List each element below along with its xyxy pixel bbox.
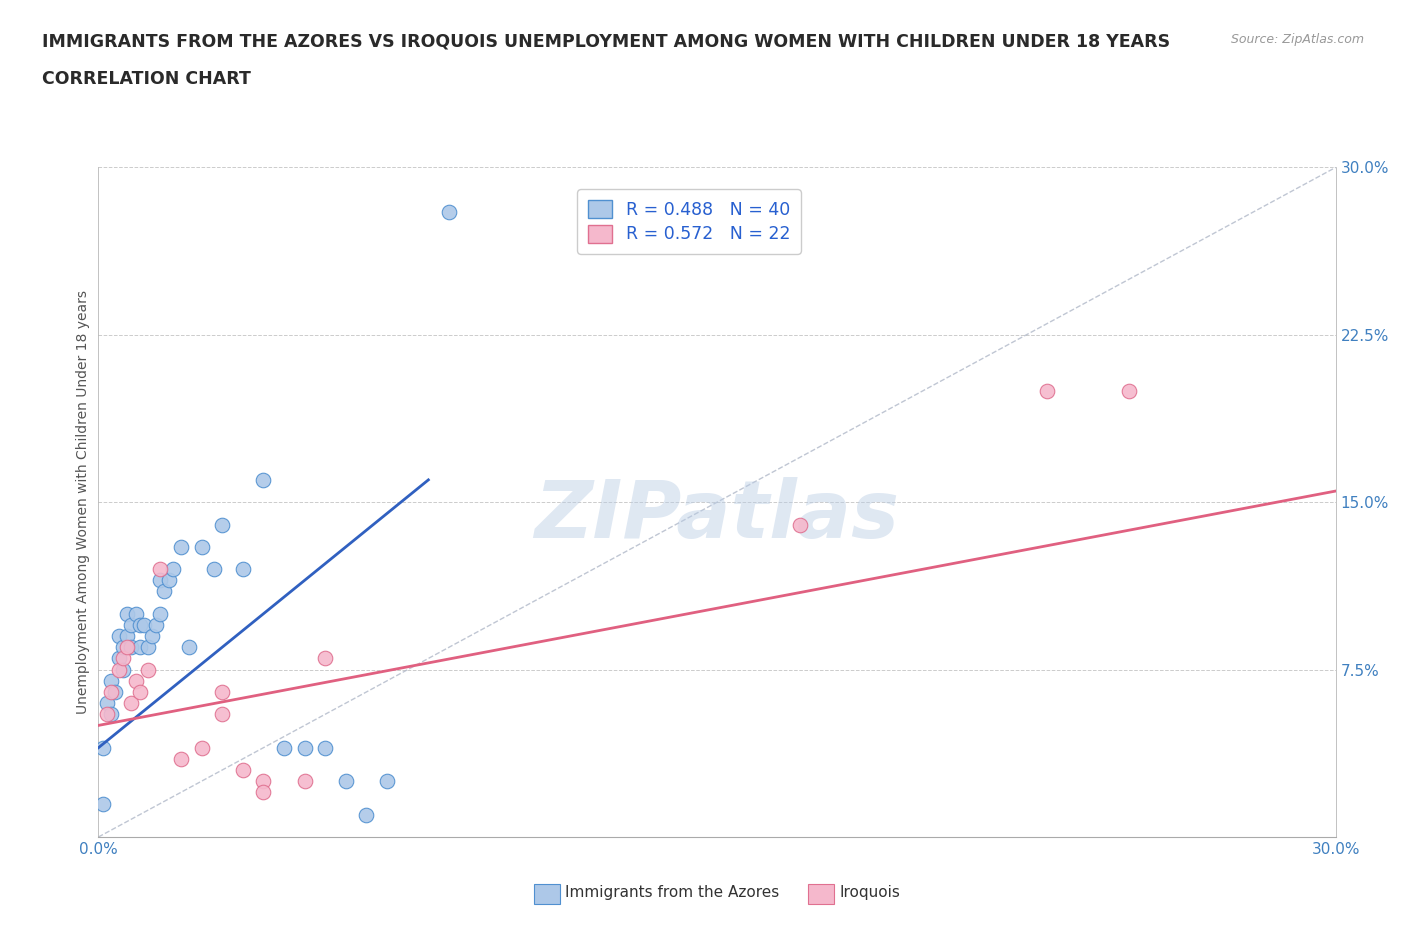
- Point: [202, 562, 225, 577]
- Point: [437, 205, 460, 219]
- Text: CORRELATION CHART: CORRELATION CHART: [42, 70, 252, 87]
- Text: Iroquois: Iroquois: [839, 885, 900, 900]
- Point: [128, 684, 150, 699]
- Point: [162, 562, 184, 577]
- Point: [117, 629, 139, 644]
- Point: [314, 651, 336, 666]
- Point: [252, 785, 274, 800]
- Point: [124, 673, 146, 688]
- Point: [136, 640, 159, 655]
- Point: [124, 606, 146, 621]
- Point: [141, 629, 163, 644]
- Point: [375, 774, 398, 789]
- Point: [179, 640, 201, 655]
- Point: [112, 651, 135, 666]
- Text: IMMIGRANTS FROM THE AZORES VS IROQUOIS UNEMPLOYMENT AMONG WOMEN WITH CHILDREN UN: IMMIGRANTS FROM THE AZORES VS IROQUOIS U…: [42, 33, 1170, 50]
- Point: [120, 618, 142, 632]
- Point: [314, 740, 336, 755]
- Point: [232, 562, 254, 577]
- Point: [120, 696, 142, 711]
- Point: [128, 618, 150, 632]
- Point: [112, 640, 135, 655]
- Point: [91, 796, 114, 811]
- Point: [104, 684, 127, 699]
- Point: [273, 740, 295, 755]
- Point: [294, 774, 316, 789]
- Point: [96, 707, 118, 722]
- Point: [252, 774, 274, 789]
- Point: [1118, 383, 1140, 398]
- Point: [100, 707, 122, 722]
- Text: Source: ZipAtlas.com: Source: ZipAtlas.com: [1230, 33, 1364, 46]
- Point: [149, 606, 172, 621]
- Y-axis label: Unemployment Among Women with Children Under 18 years: Unemployment Among Women with Children U…: [76, 290, 90, 714]
- Point: [190, 740, 212, 755]
- Point: [100, 673, 122, 688]
- Point: [356, 807, 378, 822]
- Point: [294, 740, 316, 755]
- Point: [1036, 383, 1059, 398]
- Text: ZIPatlas: ZIPatlas: [534, 476, 900, 554]
- Point: [132, 618, 155, 632]
- Point: [112, 662, 135, 677]
- Point: [170, 751, 193, 766]
- Point: [91, 740, 114, 755]
- Point: [128, 640, 150, 655]
- Point: [335, 774, 357, 789]
- Point: [232, 763, 254, 777]
- Point: [117, 606, 139, 621]
- Point: [211, 707, 233, 722]
- Point: [100, 684, 122, 699]
- Point: [120, 640, 142, 655]
- Point: [157, 573, 180, 588]
- Point: [149, 562, 172, 577]
- Point: [153, 584, 176, 599]
- Point: [108, 651, 131, 666]
- Point: [170, 539, 193, 554]
- Point: [211, 684, 233, 699]
- Point: [117, 640, 139, 655]
- Legend: R = 0.488   N = 40, R = 0.572   N = 22: R = 0.488 N = 40, R = 0.572 N = 22: [578, 190, 801, 254]
- Point: [96, 696, 118, 711]
- Point: [252, 472, 274, 487]
- Point: [190, 539, 212, 554]
- Point: [149, 573, 172, 588]
- Text: Immigrants from the Azores: Immigrants from the Azores: [565, 885, 779, 900]
- Point: [211, 517, 233, 532]
- Point: [789, 517, 811, 532]
- Point: [108, 629, 131, 644]
- Point: [136, 662, 159, 677]
- Point: [145, 618, 167, 632]
- Point: [108, 662, 131, 677]
